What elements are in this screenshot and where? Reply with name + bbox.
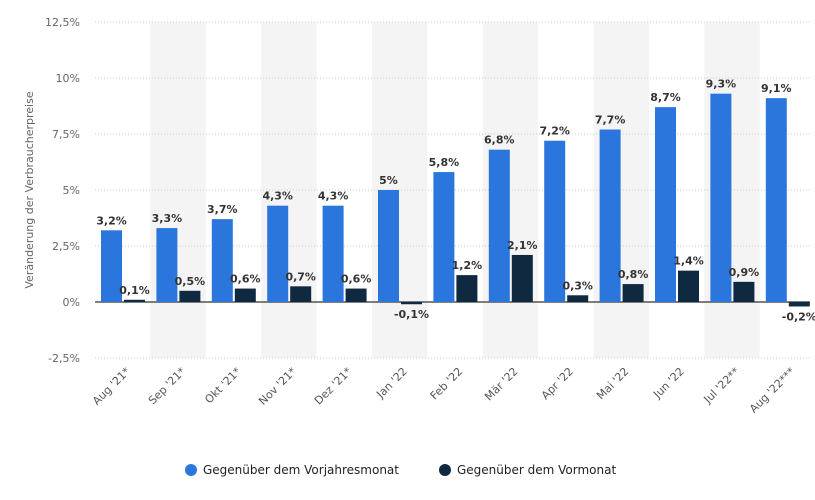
x-tick-label: Jun '22: [650, 365, 687, 402]
bar-mom: [622, 284, 644, 302]
data-label: 1,4%: [673, 255, 704, 268]
y-tick-label: 2,5%: [52, 240, 80, 253]
data-label: -0,1%: [394, 308, 429, 321]
x-tick-label: Sep '21*: [146, 365, 189, 408]
data-label: 0,5%: [175, 275, 206, 288]
data-label: 2,1%: [507, 239, 538, 252]
legend-label: Gegenüber dem Vorjahresmonat: [203, 463, 399, 477]
data-label: 6,8%: [484, 134, 515, 147]
bar-mom: [567, 295, 589, 302]
data-label: 3,7%: [207, 203, 238, 216]
data-label: 0,1%: [119, 284, 150, 297]
bar-yoy: [267, 205, 289, 302]
bar-mom: [345, 288, 367, 302]
y-tick-label: 10%: [56, 72, 80, 85]
data-label: 4,3%: [318, 190, 349, 203]
data-label: 5%: [379, 174, 398, 187]
data-label: 0,6%: [230, 273, 261, 286]
bar-yoy: [156, 228, 178, 302]
y-tick-label: 12,5%: [45, 16, 80, 29]
data-label: 4,3%: [262, 190, 293, 203]
legend-marker: [439, 464, 451, 476]
x-tick-label: Mär '22: [482, 365, 520, 403]
data-label: 0,7%: [285, 270, 316, 283]
bar-yoy: [101, 230, 122, 302]
bar-mom: [678, 270, 699, 302]
data-label: -0,2%: [782, 310, 815, 323]
data-label: 7,7%: [595, 114, 626, 127]
data-label: 7,2%: [539, 125, 570, 138]
bar-mom: [290, 286, 312, 302]
y-axis-label: Veränderung der Verbraucherpreise: [23, 91, 36, 288]
bar-yoy: [378, 190, 399, 302]
legend-marker: [185, 464, 197, 476]
data-label: 0,3%: [562, 279, 593, 292]
bar-yoy: [211, 219, 233, 302]
bar-yoy: [655, 107, 676, 303]
bar-yoy: [488, 149, 510, 302]
bar-mom: [788, 302, 810, 307]
x-tick-label: Feb '22: [428, 365, 465, 402]
bar-mom: [234, 288, 256, 302]
legend-label: Gegenüber dem Vormonat: [457, 463, 616, 477]
bar-mom: [124, 299, 145, 302]
bar-yoy: [433, 172, 455, 302]
data-label: 0,6%: [341, 273, 372, 286]
x-tick-label: Jul '22**: [701, 365, 743, 407]
data-label: 3,2%: [96, 214, 127, 227]
data-label: 0,8%: [618, 268, 649, 281]
bar-yoy: [599, 129, 621, 302]
data-label: 9,3%: [706, 78, 737, 91]
x-tick-label: Dez '21*: [312, 365, 355, 408]
y-tick-label: 0%: [63, 296, 80, 309]
x-tick-label: Apr '22: [539, 365, 576, 402]
bar-yoy: [322, 205, 344, 302]
bar-yoy: [710, 93, 732, 303]
bar-mom: [456, 275, 478, 302]
x-tick-label: Jan '22: [373, 365, 409, 401]
x-tick-label: Nov '21*: [256, 365, 299, 408]
x-tick-label: Okt '21*: [202, 365, 244, 407]
data-label: 8,7%: [650, 91, 681, 104]
bar-mom: [511, 254, 533, 302]
bar-yoy: [765, 98, 787, 302]
data-label: 0,9%: [729, 266, 760, 279]
y-tick-label: 5%: [63, 184, 80, 197]
bar-yoy: [544, 140, 566, 302]
bar-mom: [733, 281, 755, 302]
bar-mom: [401, 302, 422, 305]
data-label: 1,2%: [452, 259, 483, 272]
x-tick-label: Aug '21*: [90, 365, 133, 408]
data-label: 3,3%: [152, 212, 183, 225]
x-tick-label: Mai '22: [594, 365, 631, 402]
data-label: 9,1%: [761, 82, 792, 95]
data-label: 5,8%: [429, 156, 460, 169]
x-tick-label: Aug '22***: [747, 365, 798, 416]
y-tick-label: 7,5%: [52, 128, 80, 141]
bar-mom: [179, 290, 201, 302]
y-tick-label: -2,5%: [48, 352, 80, 365]
